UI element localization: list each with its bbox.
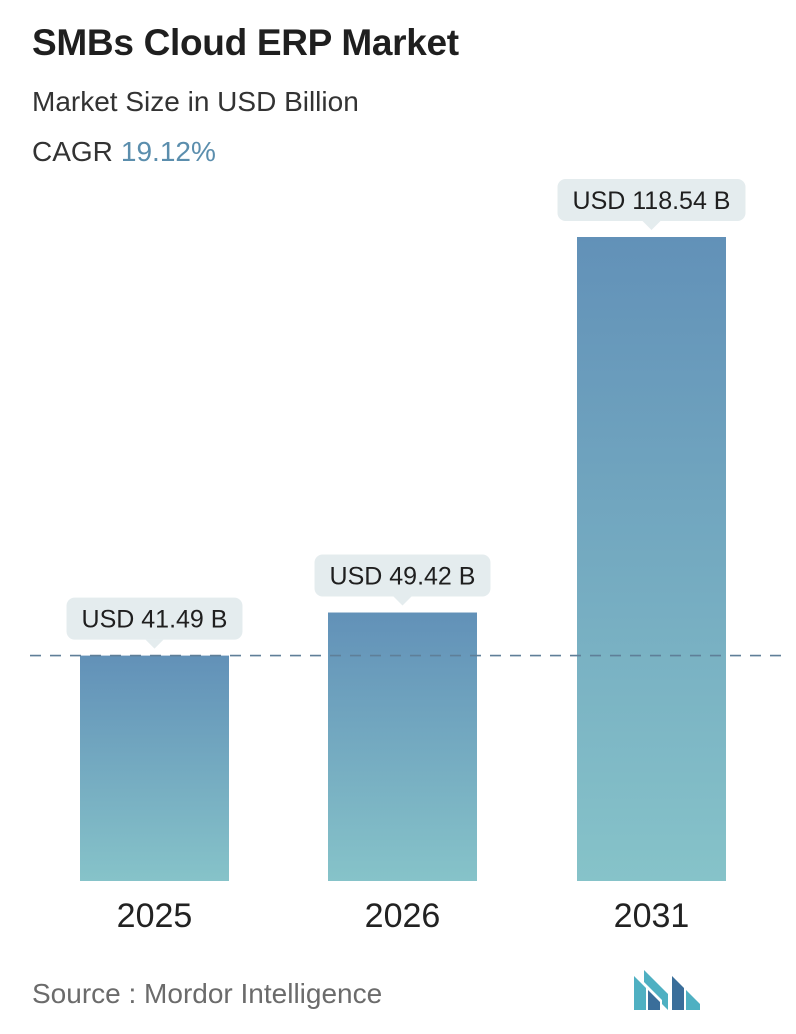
data-label-box-2026 — [314, 554, 491, 597]
chart-subtitle: Market Size in USD Billion — [32, 86, 359, 117]
data-label-2025: USD 41.49 B — [82, 606, 228, 634]
data-label-box-2031 — [557, 179, 746, 221]
cagr-line: CAGR 19.12% — [32, 136, 216, 168]
cagr-label: CAGR — [32, 136, 113, 167]
x-tick-label-2026: 2026 — [365, 897, 441, 935]
data-label-2031: USD 118.54 B — [573, 187, 731, 215]
data-label-2026: USD 49.42 B — [330, 563, 476, 591]
chart-title: SMBs Cloud ERP Market — [32, 22, 459, 63]
data-label-pointer-2025 — [145, 639, 164, 649]
bar-2026 — [328, 612, 477, 881]
data-label-pointer-2026 — [393, 596, 412, 606]
data-label-pointer-2031 — [642, 221, 661, 230]
bar-2025 — [80, 655, 229, 881]
x-tick-label-2031: 2031 — [614, 897, 690, 935]
cagr-value: 19.12% — [120, 136, 216, 167]
bar-2031 — [577, 237, 726, 881]
x-tick-label-2025: 2025 — [117, 897, 193, 935]
data-label-box-2025 — [66, 597, 243, 640]
source-note: Source : Mordor Intelligence — [32, 978, 383, 1009]
mordor-intelligence-logo-icon — [634, 970, 700, 1010]
